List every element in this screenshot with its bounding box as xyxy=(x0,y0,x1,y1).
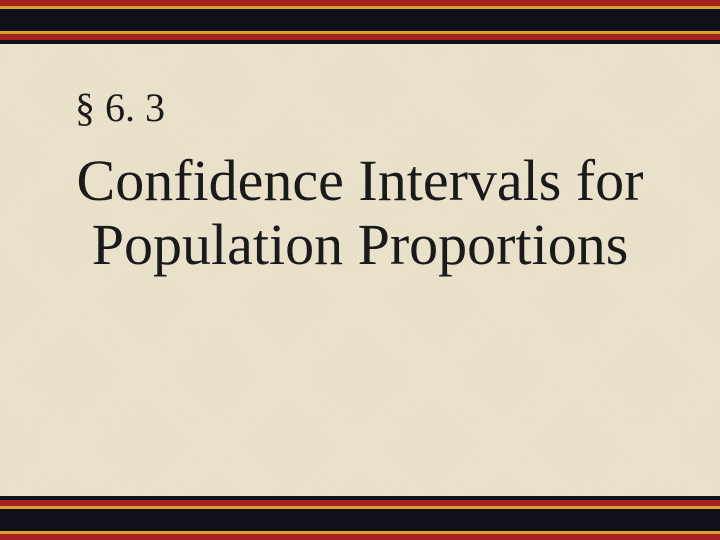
slide-title: Confidence Intervals for Population Prop… xyxy=(30,149,690,277)
top-border xyxy=(0,0,720,44)
bottom-border xyxy=(0,496,720,540)
border-stripe xyxy=(0,509,720,531)
section-number: § 6. 3 xyxy=(75,84,690,131)
slide-content: § 6. 3 Confidence Intervals for Populati… xyxy=(0,44,720,496)
slide: § 6. 3 Confidence Intervals for Populati… xyxy=(0,0,720,540)
border-stripe xyxy=(0,9,720,31)
border-stripe xyxy=(0,534,720,540)
